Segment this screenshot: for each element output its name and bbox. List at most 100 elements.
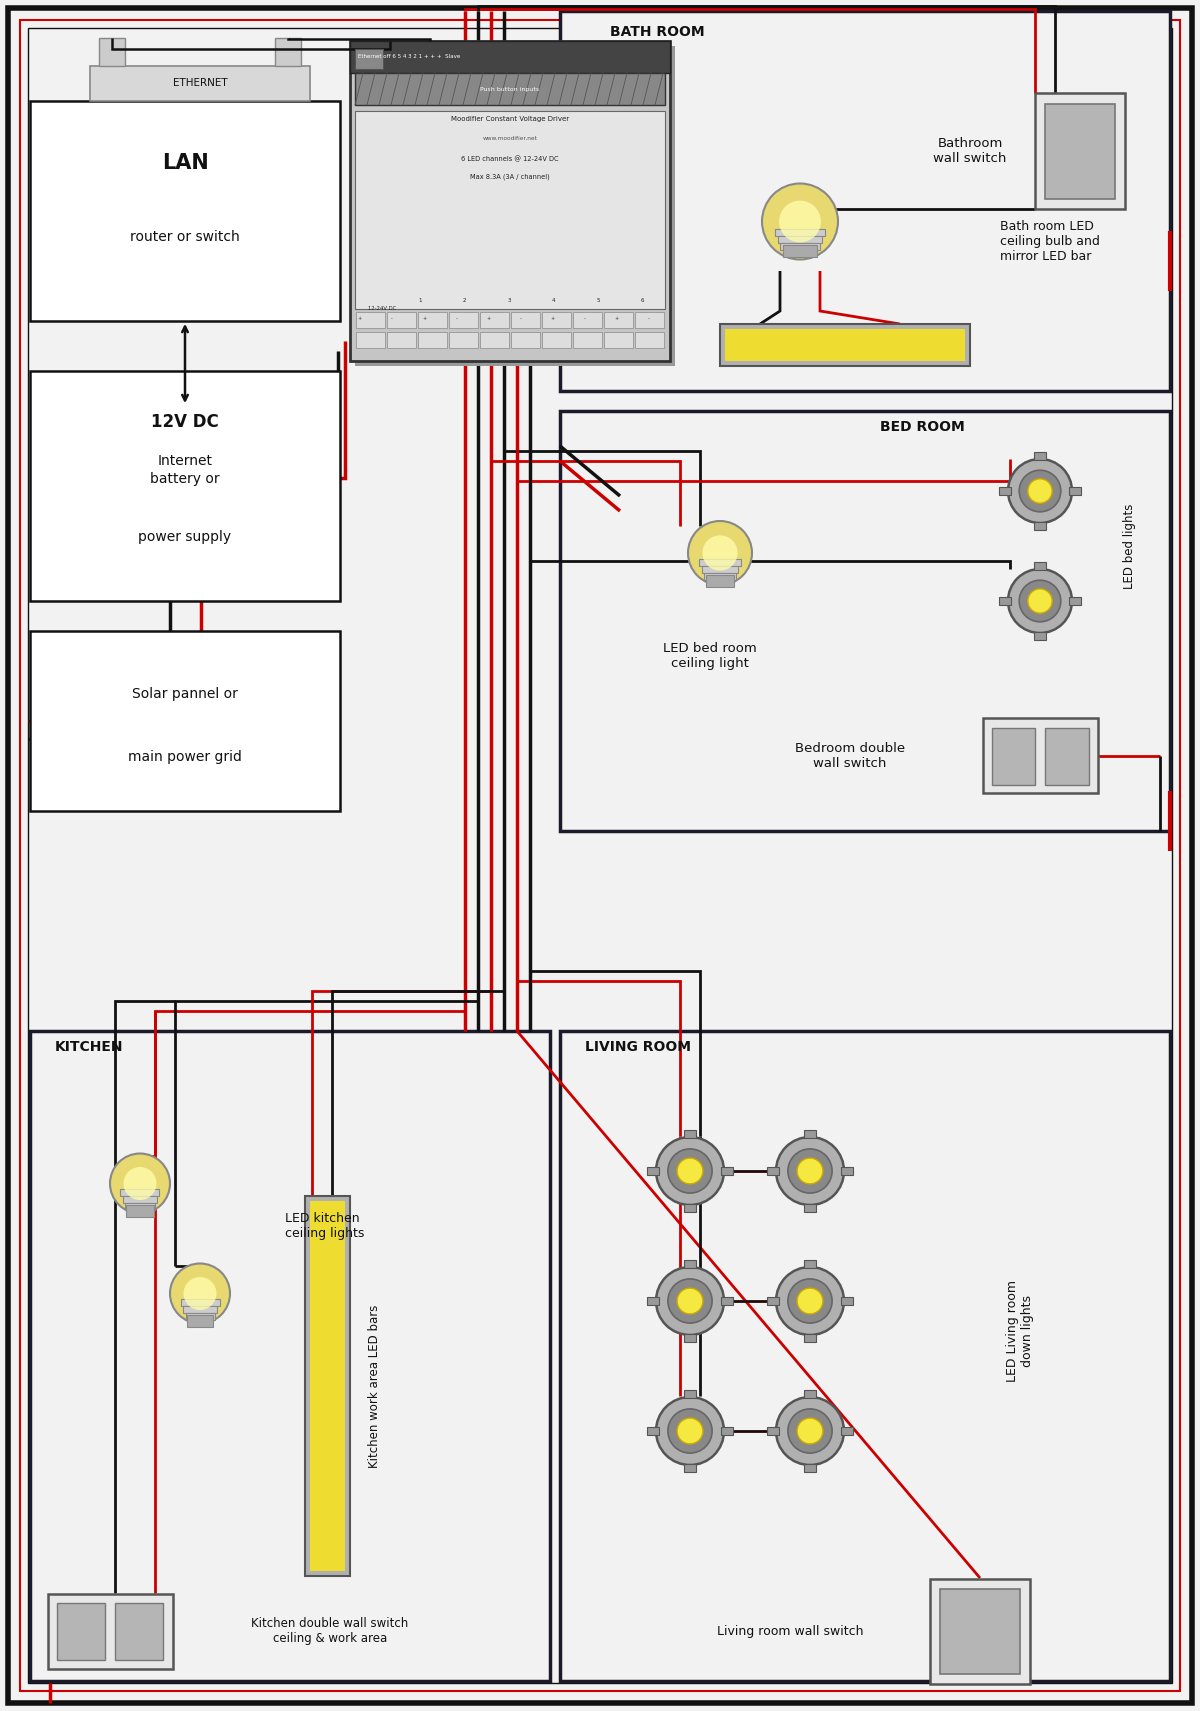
Bar — [704, 573, 736, 580]
Text: BED ROOM: BED ROOM — [880, 419, 965, 435]
Circle shape — [1019, 471, 1061, 512]
Bar — [560, 1032, 1170, 1680]
Text: +: + — [551, 317, 554, 322]
Bar — [449, 311, 478, 329]
Text: 5: 5 — [596, 298, 600, 303]
Text: LIVING ROOM: LIVING ROOM — [586, 1040, 691, 1054]
Text: 12-24V DC: 12-24V DC — [368, 306, 396, 311]
Bar — [356, 332, 385, 347]
Bar — [1034, 561, 1046, 570]
Bar — [182, 1305, 217, 1312]
Bar — [721, 1297, 733, 1305]
Text: Kitchen double wall switch
ceiling & work area: Kitchen double wall switch ceiling & wor… — [251, 1617, 409, 1644]
Bar — [480, 332, 509, 347]
Circle shape — [110, 1153, 170, 1213]
Circle shape — [656, 1396, 724, 1465]
Bar — [700, 559, 740, 566]
Bar — [991, 727, 1036, 785]
Text: +: + — [486, 317, 491, 322]
Bar — [560, 10, 1170, 392]
Bar — [418, 311, 446, 329]
Circle shape — [797, 1288, 823, 1314]
Bar — [30, 631, 340, 811]
Bar — [1034, 452, 1046, 460]
Text: 6: 6 — [641, 298, 644, 303]
Bar — [386, 332, 416, 347]
Bar — [998, 488, 1010, 494]
Bar — [604, 332, 634, 347]
Bar — [721, 1167, 733, 1175]
Bar — [684, 1389, 696, 1398]
Bar — [804, 1335, 816, 1341]
Circle shape — [677, 1418, 703, 1444]
Text: Bedroom double
wall switch: Bedroom double wall switch — [794, 743, 905, 770]
Circle shape — [174, 397, 246, 469]
Text: Internet: Internet — [157, 453, 212, 469]
Bar — [702, 566, 738, 573]
Bar — [780, 243, 820, 250]
Text: Living room wall switch: Living room wall switch — [716, 1624, 863, 1637]
Circle shape — [1008, 459, 1072, 524]
Circle shape — [170, 1263, 230, 1324]
Bar — [725, 329, 965, 361]
Bar — [480, 311, 509, 329]
Bar — [355, 111, 665, 310]
Bar — [767, 1427, 779, 1436]
Bar — [684, 1335, 696, 1341]
Circle shape — [788, 1148, 832, 1193]
Bar — [350, 41, 670, 74]
Circle shape — [688, 522, 752, 585]
Bar — [804, 1129, 816, 1138]
Text: 2: 2 — [463, 298, 467, 303]
Bar — [1036, 94, 1126, 209]
Bar — [355, 50, 383, 68]
Circle shape — [762, 183, 838, 260]
Bar — [542, 311, 571, 329]
Bar — [1069, 597, 1081, 606]
Text: LED kitchen
ceiling lights: LED kitchen ceiling lights — [286, 1211, 365, 1240]
Circle shape — [776, 1268, 844, 1335]
Text: 6 LED channels @ 12-24V DC: 6 LED channels @ 12-24V DC — [461, 156, 559, 163]
Circle shape — [133, 409, 238, 513]
Text: main power grid: main power grid — [128, 749, 242, 765]
Text: 3: 3 — [508, 298, 511, 303]
Bar — [115, 1603, 163, 1660]
Bar — [647, 1167, 659, 1175]
Text: ETHERNET: ETHERNET — [173, 79, 227, 89]
Circle shape — [656, 1138, 724, 1205]
Circle shape — [1008, 570, 1072, 633]
Text: -: - — [584, 317, 586, 322]
Bar — [767, 1167, 779, 1175]
Circle shape — [668, 1278, 712, 1323]
Bar — [186, 1312, 215, 1319]
Text: -: - — [391, 317, 392, 322]
Bar — [841, 1167, 853, 1175]
Text: 4: 4 — [552, 298, 556, 303]
Bar — [310, 1201, 346, 1571]
Bar — [511, 311, 540, 329]
Circle shape — [788, 1408, 832, 1453]
Bar — [930, 1579, 1030, 1684]
Text: Ethernet off 6 5 4 3 2 1 + + +  Slave: Ethernet off 6 5 4 3 2 1 + + + Slave — [358, 55, 461, 60]
Bar — [647, 1297, 659, 1305]
Text: LED bed lights: LED bed lights — [1123, 503, 1136, 589]
Bar — [684, 1205, 696, 1211]
Bar — [418, 332, 446, 347]
Bar — [804, 1259, 816, 1268]
Bar — [560, 411, 1170, 832]
Bar — [804, 1205, 816, 1211]
Bar — [841, 1427, 853, 1436]
Bar — [355, 74, 665, 104]
Bar — [778, 236, 822, 243]
Bar — [511, 332, 540, 347]
Bar — [386, 311, 416, 329]
Bar — [275, 38, 301, 67]
Text: Bath room LED
ceiling bulb and
mirror LED bar: Bath room LED ceiling bulb and mirror LE… — [1000, 219, 1100, 262]
Bar — [30, 101, 340, 322]
Bar — [124, 1196, 157, 1203]
Bar — [706, 575, 734, 587]
Circle shape — [668, 1408, 712, 1453]
Text: KITCHEN: KITCHEN — [55, 1040, 124, 1054]
Bar — [126, 1203, 155, 1210]
Text: Moodifier Constant Voltage Driver: Moodifier Constant Voltage Driver — [451, 116, 569, 121]
